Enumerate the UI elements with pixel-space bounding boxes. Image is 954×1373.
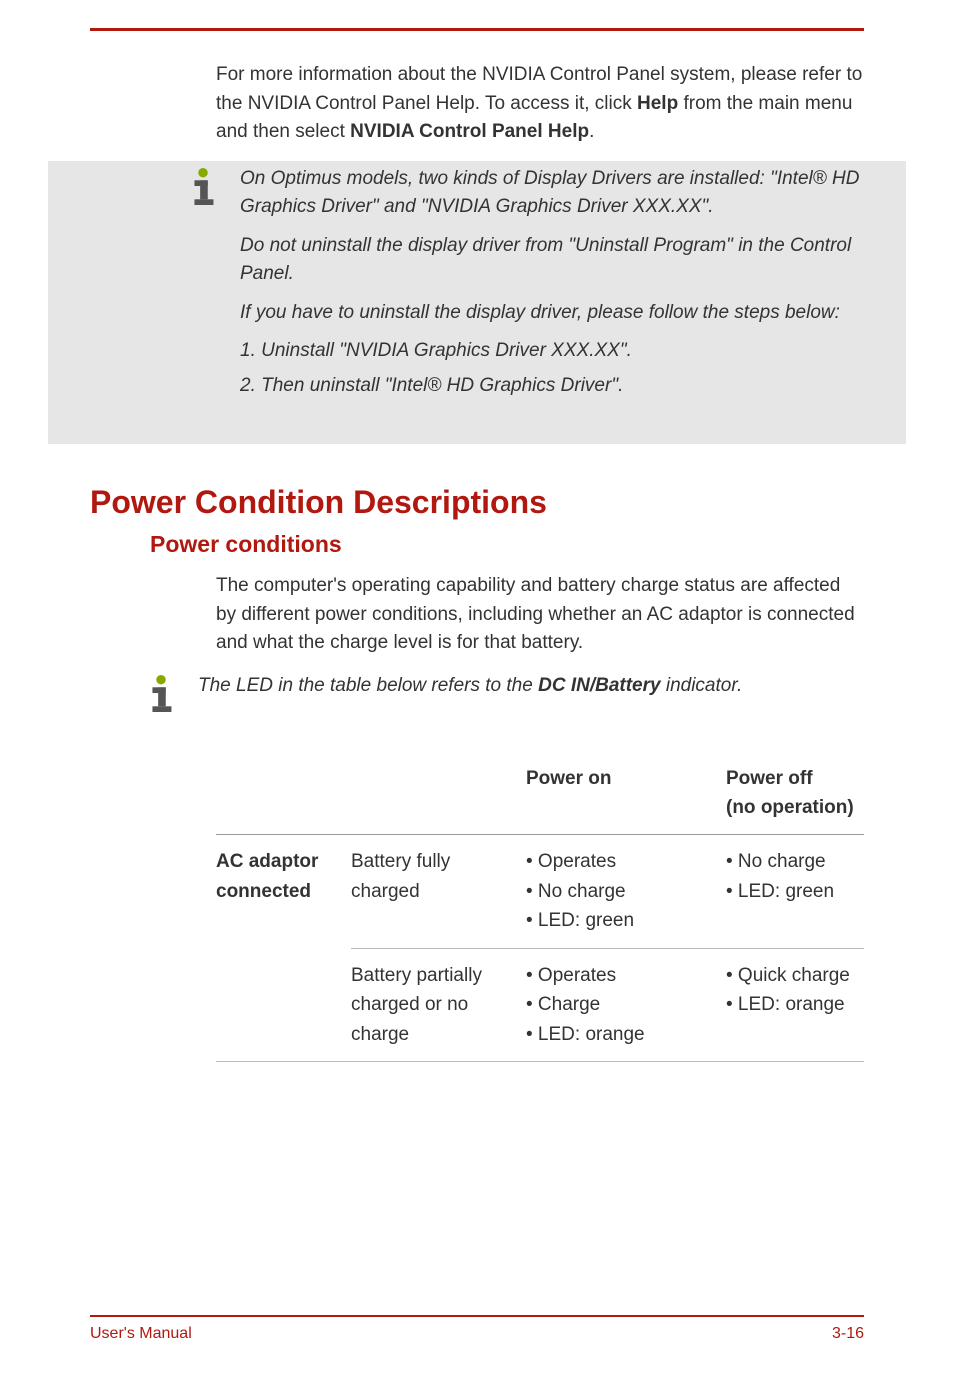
- section-heading-h1: Power Condition Descriptions: [90, 484, 864, 521]
- table-header-c4-l2: (no operation): [726, 797, 854, 818]
- note2-c: indicator.: [661, 675, 743, 696]
- note1-li2: 2. Then uninstall "Intel® HD Graphics Dr…: [240, 372, 864, 401]
- power-conditions-table: Power on Power off (no operation) AC ada…: [216, 752, 864, 1063]
- table-condition: Battery partially charged or no charge: [351, 948, 526, 1061]
- table-header-col1: [216, 752, 351, 835]
- intro-paragraph: For more information about the NVIDIA Co…: [216, 61, 864, 147]
- section-heading-h2: Power conditions: [150, 531, 864, 558]
- info-icon: [142, 674, 180, 712]
- table-power-on: • Operates• Charge• LED: orange: [526, 948, 726, 1061]
- note1-li1: 1. Uninstall "NVIDIA Graphics Driver XXX…: [240, 337, 864, 366]
- table-header-col2: [351, 752, 526, 835]
- table-header-col4: Power off (no operation): [726, 752, 864, 835]
- note1-p3: If you have to uninstall the display dri…: [240, 299, 864, 328]
- note2-bold: DC IN/Battery: [538, 675, 660, 696]
- footer-left: User's Manual: [90, 1325, 192, 1343]
- table-header-col3: Power on: [526, 752, 726, 835]
- info-note-box-1: On Optimus models, two kinds of Display …: [48, 161, 906, 445]
- section-body: The computer's operating capability and …: [216, 572, 864, 658]
- table-row: AC adaptor connectedBattery fully charge…: [216, 835, 864, 948]
- footer-right: 3-16: [832, 1325, 864, 1343]
- table-power-off: • No charge• LED: green: [726, 835, 864, 948]
- table-rowhead: [216, 948, 351, 1061]
- power-table-body: AC adaptor connectedBattery fully charge…: [216, 835, 864, 1062]
- table-header-c4-l1: Power off: [726, 768, 813, 789]
- table-condition: Battery fully charged: [351, 835, 526, 948]
- intro-text-e: .: [589, 121, 594, 142]
- intro-nvidia-bold: NVIDIA Control Panel Help: [350, 121, 589, 142]
- footer-rule: [90, 1315, 864, 1317]
- table-power-on: • Operates• No charge• LED: green: [526, 835, 726, 948]
- note2-paragraph: The LED in the table below refers to the…: [198, 672, 864, 701]
- info-icon: [184, 167, 222, 205]
- table-rowhead: AC adaptor connected: [216, 835, 351, 948]
- table-row: Battery partially charged or no charge• …: [216, 948, 864, 1061]
- top-rule: [90, 28, 864, 31]
- intro-help-bold: Help: [637, 93, 678, 114]
- note1-p1: On Optimus models, two kinds of Display …: [240, 165, 864, 222]
- table-power-off: • Quick charge• LED: orange: [726, 948, 864, 1061]
- note1-p2: Do not uninstall the display driver from…: [240, 232, 864, 289]
- page-footer: User's Manual 3-16: [90, 1315, 864, 1343]
- note2-a: The LED in the table below refers to the: [198, 675, 538, 696]
